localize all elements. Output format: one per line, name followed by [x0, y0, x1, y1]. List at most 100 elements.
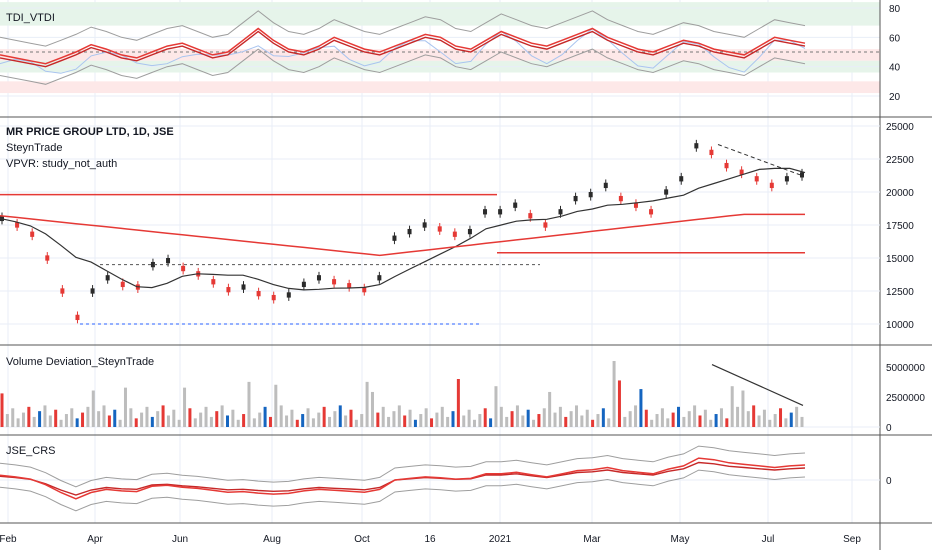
tdi-smooth-line	[0, 30, 806, 68]
price-candle-body	[166, 258, 171, 264]
price-candle-body	[105, 275, 110, 281]
x-axis-label: Oct	[354, 534, 370, 545]
volume-bar	[784, 418, 788, 427]
volume-bar	[75, 418, 79, 427]
volume-bar	[328, 416, 332, 427]
volume-bar	[193, 418, 197, 427]
price-candle-body	[618, 195, 623, 202]
x-axis-label: 2021	[489, 534, 512, 545]
volume-bar	[585, 409, 589, 427]
volume-bar	[655, 414, 659, 427]
price-tick: 15000	[886, 254, 914, 265]
volume-bar	[660, 408, 664, 427]
volume-bar	[741, 390, 745, 427]
crs-tick: 0	[886, 476, 892, 487]
volume-bar	[623, 416, 627, 427]
volume-bar	[145, 406, 149, 427]
volume-bar	[800, 416, 804, 427]
x-axis-label: May	[671, 534, 690, 545]
volume-bar	[150, 416, 154, 427]
price-ma-short	[0, 167, 806, 291]
volume-bar	[188, 408, 192, 427]
volume-bar	[43, 405, 47, 427]
volume-bar	[32, 416, 36, 427]
price-title: MR PRICE GROUP LTD, 1D, JSE	[6, 126, 174, 138]
volume-bar	[59, 419, 63, 427]
volume-bar	[247, 381, 251, 427]
price-candle-body	[271, 294, 276, 301]
price-candle-body	[75, 314, 80, 321]
volume-bar	[682, 416, 686, 427]
price-ma-long	[0, 213, 805, 257]
volume-bar	[779, 408, 783, 427]
volume-bar	[177, 419, 181, 427]
price-candle-body	[467, 228, 472, 235]
price-candle-body	[332, 279, 337, 285]
volume-bar	[532, 419, 536, 427]
volume-bar	[430, 418, 434, 427]
volume-bar	[166, 415, 170, 427]
volume-bar	[199, 412, 203, 427]
price-candle-body	[437, 226, 442, 232]
price-tick: 25000	[886, 122, 914, 133]
volume-bar	[38, 411, 42, 427]
volume-bar	[677, 406, 681, 427]
volume-bar	[462, 415, 466, 427]
volume-bar	[354, 419, 358, 427]
volume-bar	[698, 415, 702, 427]
price-candle-body	[392, 235, 397, 241]
tdi-band-upper	[0, 2, 880, 26]
volume-bar	[456, 379, 460, 427]
volume-bar	[274, 384, 278, 427]
price-tick: 20000	[886, 188, 914, 199]
volume-bar	[172, 409, 176, 427]
crs-upper-band	[0, 445, 806, 488]
trend-line	[717, 144, 801, 176]
volume-bar	[86, 406, 90, 427]
volume-bar	[5, 414, 9, 427]
price-candle-body	[724, 162, 729, 169]
volume-bar	[118, 419, 122, 427]
volume-bar	[795, 406, 799, 427]
price-candle-body	[694, 143, 699, 149]
volume-bar	[569, 411, 573, 427]
volume-title: Volume Deviation_SteynTrade	[6, 356, 155, 368]
volume-bar	[333, 411, 337, 427]
tdi-main-line	[0, 27, 806, 65]
volume-bar	[644, 409, 648, 427]
volume-bar	[499, 406, 503, 427]
price-candle-body	[30, 231, 35, 237]
volume-bar	[204, 406, 208, 427]
volume-bar	[220, 405, 224, 427]
tdi-title: TDI_VTDI	[6, 12, 55, 24]
volume-bar	[483, 408, 487, 427]
price-tick: 12500	[886, 287, 914, 298]
x-axis-label: Jul	[762, 534, 775, 545]
volume-bar	[370, 391, 374, 427]
volume-bar	[156, 411, 160, 427]
volume-bar	[97, 411, 101, 427]
volume-bar	[365, 381, 369, 427]
volume-bar	[64, 414, 68, 427]
volume-bar	[285, 415, 289, 427]
volume-tick: 0	[886, 423, 892, 434]
price-candle-body	[739, 169, 744, 175]
price-candle-body	[558, 209, 563, 215]
price-candle-body	[226, 287, 231, 293]
price-candle-body	[422, 222, 427, 228]
volume-bar	[183, 387, 187, 427]
volume-bar	[279, 405, 283, 427]
volume-bar	[553, 412, 557, 427]
volume-bar	[612, 361, 616, 427]
volume-bar	[537, 414, 541, 427]
volume-bar	[510, 411, 514, 427]
volume-bar	[54, 409, 58, 427]
volume-bar	[387, 416, 391, 427]
volume-bar	[263, 406, 267, 427]
price-candle-body	[633, 202, 638, 208]
x-axis-label: Jun	[172, 534, 188, 545]
price-candle-body	[754, 176, 759, 182]
price-candle-body	[301, 281, 306, 288]
volume-bar	[161, 405, 165, 427]
price-candle-body	[543, 222, 548, 228]
